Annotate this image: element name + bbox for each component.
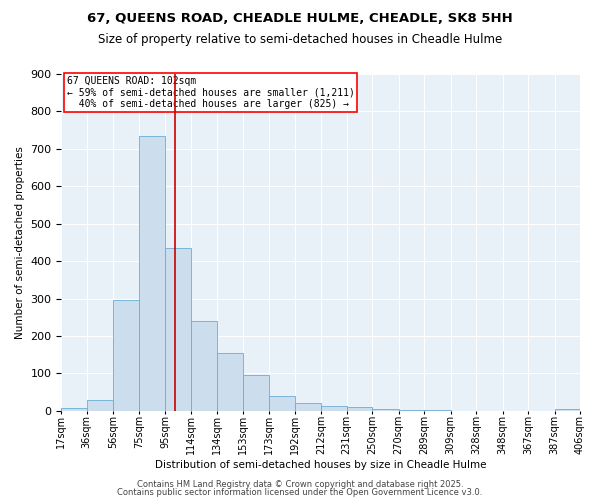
Bar — [87, 400, 113, 411]
Text: Contains HM Land Registry data © Crown copyright and database right 2025.: Contains HM Land Registry data © Crown c… — [137, 480, 463, 489]
X-axis label: Distribution of semi-detached houses by size in Cheadle Hulme: Distribution of semi-detached houses by … — [155, 460, 487, 470]
Bar — [166, 248, 191, 411]
Bar — [269, 396, 295, 411]
Bar — [243, 374, 269, 411]
Text: 67, QUEENS ROAD, CHEADLE HULME, CHEADLE, SK8 5HH: 67, QUEENS ROAD, CHEADLE HULME, CHEADLE,… — [87, 12, 513, 26]
Bar — [347, 407, 372, 411]
Bar — [372, 409, 398, 411]
Text: Size of property relative to semi-detached houses in Cheadle Hulme: Size of property relative to semi-detach… — [98, 32, 502, 46]
Bar — [61, 408, 87, 411]
Y-axis label: Number of semi-detached properties: Number of semi-detached properties — [15, 146, 25, 339]
Bar — [398, 410, 424, 411]
Bar — [217, 353, 243, 411]
Bar — [139, 136, 166, 411]
Bar — [424, 410, 451, 411]
Bar — [322, 406, 347, 411]
Bar — [191, 321, 217, 411]
Bar — [113, 300, 139, 411]
Bar — [295, 404, 322, 411]
Bar — [554, 409, 580, 411]
Text: Contains public sector information licensed under the Open Government Licence v3: Contains public sector information licen… — [118, 488, 482, 497]
Text: 67 QUEENS ROAD: 102sqm
← 59% of semi-detached houses are smaller (1,211)
  40% o: 67 QUEENS ROAD: 102sqm ← 59% of semi-det… — [67, 76, 355, 109]
